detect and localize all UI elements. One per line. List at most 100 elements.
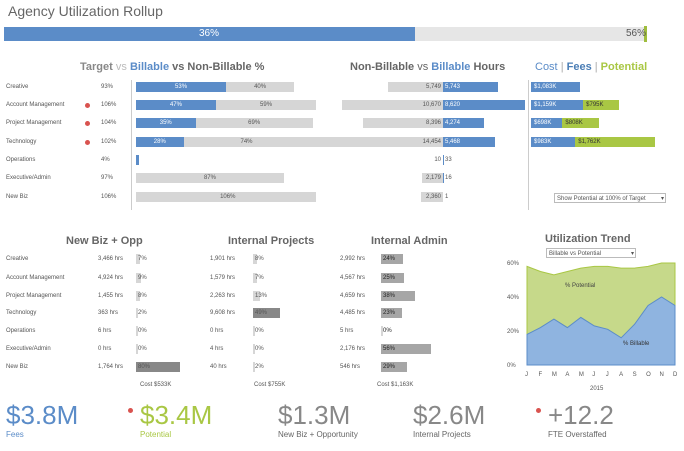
nonbillable-pct: 59% xyxy=(260,102,273,108)
nonbillable-hours-bar[interactable] xyxy=(341,100,443,110)
show-potential-dropdown[interactable]: Show Potential at 100% of Target ▾ xyxy=(554,193,666,203)
header-sep-1: | xyxy=(560,61,564,73)
kpi-value: +12.2 xyxy=(548,400,614,430)
billable-hours-bar[interactable] xyxy=(443,137,495,147)
newbiz-bar[interactable] xyxy=(136,254,140,264)
x-tick-label: M xyxy=(552,372,557,378)
nonbillable-hours: 2,179 xyxy=(425,175,441,181)
header-billable-hours: Billable xyxy=(431,61,471,73)
alert-dot[interactable] xyxy=(85,103,90,108)
target-pct: 93% xyxy=(101,84,114,90)
nonbillable-bar[interactable] xyxy=(136,100,316,110)
ia-pct: 0% xyxy=(383,328,392,334)
target-pct: 106% xyxy=(101,194,117,200)
ia-hours: 4,659 hrs xyxy=(340,293,366,299)
billable-hours-bar[interactable] xyxy=(443,118,484,128)
nonbillable-bar[interactable] xyxy=(136,173,284,183)
newbiz-bar[interactable] xyxy=(136,326,138,336)
ia-bar[interactable] xyxy=(381,308,402,318)
nonbillable-pct: 87% xyxy=(203,175,216,181)
ip-bar[interactable] xyxy=(253,326,255,336)
ia-hours: 2,992 hrs xyxy=(340,256,366,262)
y-tick-label: 20% xyxy=(507,329,520,335)
nonbillable-hours-bar[interactable] xyxy=(363,118,443,128)
fees-bar[interactable] xyxy=(575,137,655,147)
trend-dropdown[interactable]: Billable vs Potential ▾ xyxy=(546,248,636,258)
alert-dot[interactable] xyxy=(85,121,90,126)
ip-bar[interactable] xyxy=(253,254,258,264)
newbiz-bar[interactable] xyxy=(136,344,138,354)
ia-bar[interactable] xyxy=(381,362,408,372)
ia-hours: 5 hrs xyxy=(340,328,354,334)
alert-dot[interactable] xyxy=(85,140,90,145)
ip-hours: 1,579 hrs xyxy=(210,275,236,281)
newbiz-bar[interactable] xyxy=(136,308,138,318)
kpi-value: $3.4M xyxy=(140,400,213,430)
header-nonbillable-hours: Non-Billable xyxy=(350,61,415,73)
ip-bar[interactable] xyxy=(253,362,255,372)
nonbillable-pct: 69% xyxy=(248,120,261,126)
ip-bar[interactable] xyxy=(253,291,261,301)
newbiz-bar[interactable] xyxy=(136,291,141,301)
header-fees[interactable]: Fees xyxy=(566,61,592,73)
ia-bar[interactable] xyxy=(381,326,383,336)
header-potential[interactable]: Potential xyxy=(600,61,648,73)
potential-series-label: % Potential xyxy=(565,283,595,289)
x-tick-label: J xyxy=(606,372,609,378)
header-cost[interactable]: Cost xyxy=(535,61,558,73)
ip-bar[interactable] xyxy=(253,308,280,318)
header-billable-word: Billable xyxy=(129,61,170,73)
billable-bar[interactable] xyxy=(136,155,140,165)
ip-hours: 2,263 hrs xyxy=(210,293,236,299)
newbiz-pct: 9% xyxy=(138,275,147,281)
nonbillable-hours-bar[interactable] xyxy=(422,173,443,183)
nonbillable-bar[interactable] xyxy=(136,118,313,128)
ia-pct: 24% xyxy=(383,256,396,262)
bottom-dept-label: Account Management xyxy=(6,275,65,281)
y-tick-label: 40% xyxy=(507,295,520,301)
nonbillable-pct: 106% xyxy=(220,194,236,200)
kpi-alert-dot xyxy=(536,408,541,413)
newbiz-bar[interactable] xyxy=(136,273,141,283)
ia-hours: 546 hrs xyxy=(340,364,361,370)
ip-bar[interactable] xyxy=(253,273,257,283)
x-tick-label: M xyxy=(579,372,584,378)
ia-cost: Cost $1,163K xyxy=(377,382,414,388)
fees-bar[interactable] xyxy=(583,100,619,110)
billable-bar[interactable] xyxy=(136,118,196,128)
billable-bar[interactable] xyxy=(136,100,216,110)
nonbillable-hours: 2,360 xyxy=(425,194,441,200)
ia-pct: 38% xyxy=(383,293,396,299)
cost-bar[interactable] xyxy=(531,118,563,128)
cost-bar[interactable] xyxy=(531,100,584,110)
nonbillable-bar[interactable] xyxy=(136,192,316,202)
ia-bar[interactable] xyxy=(381,344,432,354)
nonbillable-hours: 5,749 xyxy=(425,84,441,90)
billable-hours-bar[interactable] xyxy=(443,100,525,110)
target-vs-billable-header: Target vs Billable vs Non-Billable % xyxy=(80,61,264,73)
cost-bar[interactable] xyxy=(531,82,580,92)
nonbillable-hours-bar[interactable] xyxy=(388,82,443,92)
ip-bar[interactable] xyxy=(253,344,255,354)
billable-bar[interactable] xyxy=(136,82,227,92)
ia-bar[interactable] xyxy=(381,273,404,283)
header-hours-word: Hours xyxy=(473,61,506,73)
billable-hours: 8,620 xyxy=(445,102,461,108)
billable-bar[interactable] xyxy=(136,137,184,147)
trend-year-label: 2015 xyxy=(590,386,604,392)
overall-utilization-bar[interactable]: 36% 56% xyxy=(4,26,647,42)
cost-bar[interactable] xyxy=(531,137,576,147)
nonbillable-hours-bar[interactable] xyxy=(420,192,443,202)
ia-bar[interactable] xyxy=(381,254,403,264)
ip-hours: 0 hrs xyxy=(210,328,224,334)
nonbillable-bar[interactable] xyxy=(136,137,310,147)
billable-hours: 16 xyxy=(445,175,452,181)
ia-bar[interactable] xyxy=(381,291,416,301)
newbiz-header: New Biz + Opp xyxy=(66,235,143,247)
billable-hours-bar[interactable] xyxy=(443,82,498,92)
newbiz-bar[interactable] xyxy=(136,362,180,372)
internal-projects-header: Internal Projects xyxy=(228,235,315,247)
newbiz-pct: 0% xyxy=(138,328,147,334)
fees-bar[interactable] xyxy=(562,118,599,128)
nonbillable-hours-bar[interactable] xyxy=(305,137,443,147)
